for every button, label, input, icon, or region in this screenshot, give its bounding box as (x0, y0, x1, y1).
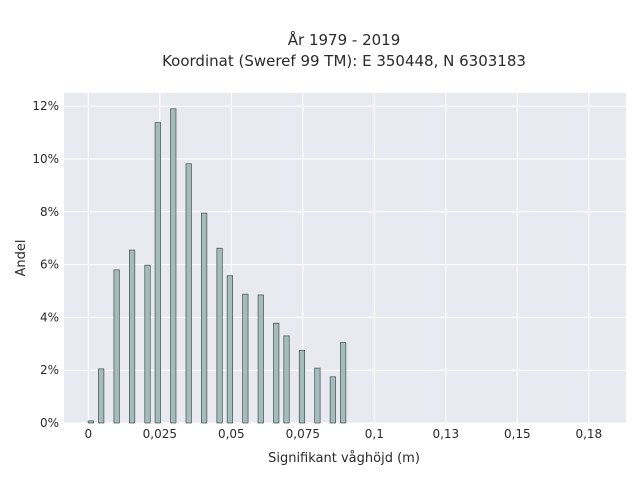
histogram-bar (87, 420, 94, 424)
x-tick-label: 0,13 (432, 427, 459, 441)
histogram-bar (144, 264, 151, 424)
histogram-bar (170, 108, 177, 424)
histogram-bar (185, 163, 192, 424)
histogram-bar (340, 342, 347, 424)
y-tick-label: 10% (32, 152, 59, 166)
x-tick-label: 0 (84, 427, 92, 441)
y-tick-label: 2% (40, 363, 59, 377)
x-axis-label: Signifikant våghöjd (m) (268, 451, 420, 466)
histogram-bar (154, 122, 161, 424)
histogram-bar (298, 350, 306, 424)
x-tick-label: 0,18 (575, 427, 602, 441)
y-tick-label: 12% (32, 99, 59, 113)
histogram-bar (273, 322, 280, 424)
histogram-bar (226, 275, 233, 424)
histogram-bar (257, 294, 264, 424)
histogram-bar (216, 247, 223, 424)
histogram-bar (283, 335, 290, 424)
histogram-bar (314, 367, 321, 424)
histogram-bar (113, 269, 120, 424)
chart-title-line-2: Koordinat (Sweref 99 TM): E 350448, N 63… (162, 52, 526, 70)
y-axis-label: Andel (14, 240, 29, 277)
histogram-bar (201, 212, 208, 424)
y-tick-label: 0% (40, 416, 59, 430)
x-tick-label: 0,1 (365, 427, 384, 441)
x-tick-label: 0,075 (286, 427, 320, 441)
histogram-bar (98, 368, 105, 424)
histogram-bar (242, 293, 249, 424)
histogram-bar (129, 249, 136, 424)
bars (87, 108, 347, 424)
x-tick-label: 0,15 (504, 427, 531, 441)
y-tick-label: 6% (40, 258, 59, 272)
y-tick-label: 8% (40, 205, 59, 219)
y-tick-labels: 0% 2% 4% 6% 8% 10% 12% (32, 99, 59, 430)
y-tick-label: 4% (40, 310, 59, 324)
histogram-bar (329, 376, 336, 424)
x-tick-label: 0,025 (143, 427, 177, 441)
x-tick-label: 0,05 (218, 427, 245, 441)
chart-title-line-1: År 1979 - 2019 (288, 30, 401, 49)
x-tick-labels: 0 0,025 0,05 0,075 0,1 0,13 0,15 0,18 (84, 427, 602, 441)
